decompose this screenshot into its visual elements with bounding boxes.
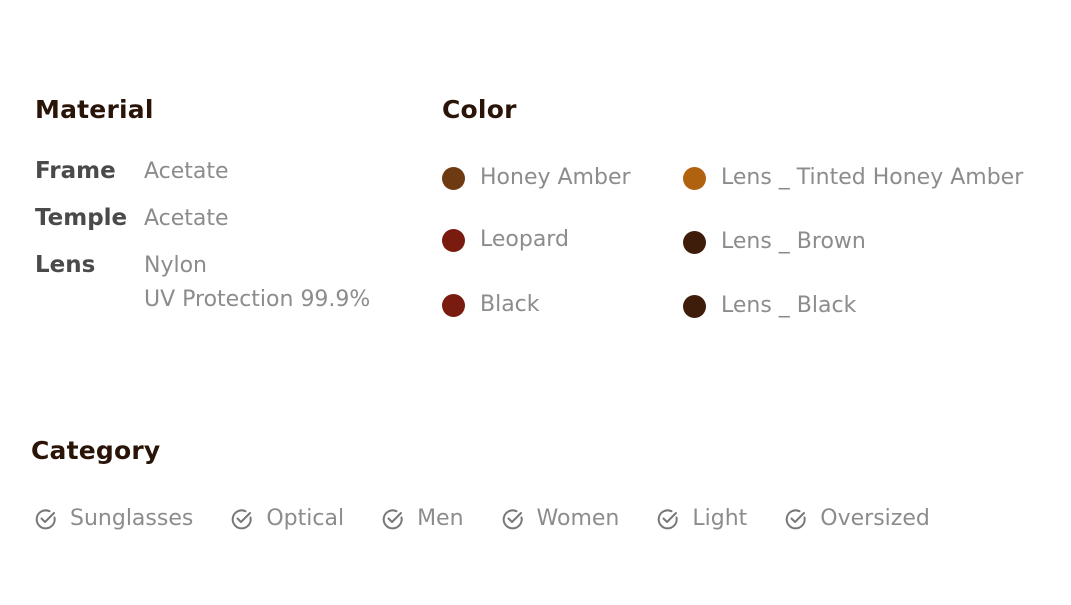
- category-label-optical: Optical: [266, 506, 345, 531]
- category-label-men: Men: [417, 506, 464, 531]
- material-table: Frame Acetate Temple Acetate Lens Nylon …: [35, 155, 370, 330]
- category-label-oversized: Oversized: [820, 506, 930, 531]
- color-label-leopard: Leopard: [480, 227, 569, 252]
- category-heading: Category: [31, 436, 161, 465]
- check-circle-icon: [786, 509, 806, 530]
- color-swatch-black: [442, 293, 465, 317]
- material-value-lens: Nylon UV Protection 99.9%: [144, 249, 370, 317]
- lens-swatch-brown: [683, 230, 706, 254]
- check-circle-icon: [382, 509, 403, 530]
- material-value-temple: Acetate: [144, 206, 229, 231]
- color-swatch-honey-amber: [442, 166, 465, 190]
- check-circle-icon: [502, 509, 523, 530]
- material-key-lens: Lens: [35, 252, 96, 278]
- category-item-oversized[interactable]: Oversized: [783, 503, 930, 535]
- lens-label-tinted-honey-amber: Lens _ Tinted Honey Amber: [721, 165, 1024, 190]
- category-item-women[interactable]: Women: [500, 503, 620, 535]
- material-key-frame: Frame: [35, 158, 116, 184]
- check-circle-icon: [232, 509, 253, 530]
- material-value-lens-line-1: Nylon: [144, 253, 207, 278]
- lens-label-brown: Lens _ Brown: [721, 229, 866, 254]
- category-list: Sunglasses Optical Men Women Light: [33, 503, 930, 535]
- color-swatch-leopard: [442, 228, 465, 252]
- material-heading: Material: [35, 95, 154, 124]
- check-circle-icon: [658, 509, 679, 530]
- category-label-women: Women: [536, 506, 620, 531]
- material-row-frame: Frame Acetate: [35, 155, 370, 189]
- color-option-honey-amber[interactable]: Honey Amber: [442, 163, 631, 193]
- lens-swatch-black: [683, 294, 706, 318]
- category-item-sunglasses[interactable]: Sunglasses: [33, 503, 193, 535]
- category-label-light: Light: [692, 506, 748, 531]
- color-option-black[interactable]: Black: [442, 290, 540, 320]
- color-label-black: Black: [480, 292, 540, 317]
- lens-swatch-tinted-honey-amber: [683, 166, 706, 190]
- lens-color-option-brown[interactable]: Lens _ Brown: [683, 227, 866, 257]
- category-item-optical[interactable]: Optical: [229, 503, 344, 535]
- category-item-men[interactable]: Men: [380, 503, 464, 535]
- material-row-temple: Temple Acetate: [35, 202, 370, 236]
- lens-color-option-tinted-honey-amber[interactable]: Lens _ Tinted Honey Amber: [683, 163, 1023, 193]
- color-label-honey-amber: Honey Amber: [480, 165, 631, 190]
- material-key-temple: Temple: [35, 205, 128, 231]
- material-value-frame: Acetate: [144, 159, 229, 184]
- material-row-lens: Lens Nylon UV Protection 99.9%: [35, 249, 370, 317]
- category-label-sunglasses: Sunglasses: [70, 506, 194, 531]
- lens-label-black: Lens _ Black: [721, 293, 857, 318]
- category-item-light[interactable]: Light: [655, 503, 747, 535]
- color-option-leopard[interactable]: Leopard: [442, 225, 569, 255]
- lens-color-option-black[interactable]: Lens _ Black: [683, 291, 856, 321]
- color-heading: Color: [442, 95, 517, 124]
- material-value-lens-line-2: UV Protection 99.9%: [144, 287, 371, 312]
- check-circle-icon: [35, 509, 56, 530]
